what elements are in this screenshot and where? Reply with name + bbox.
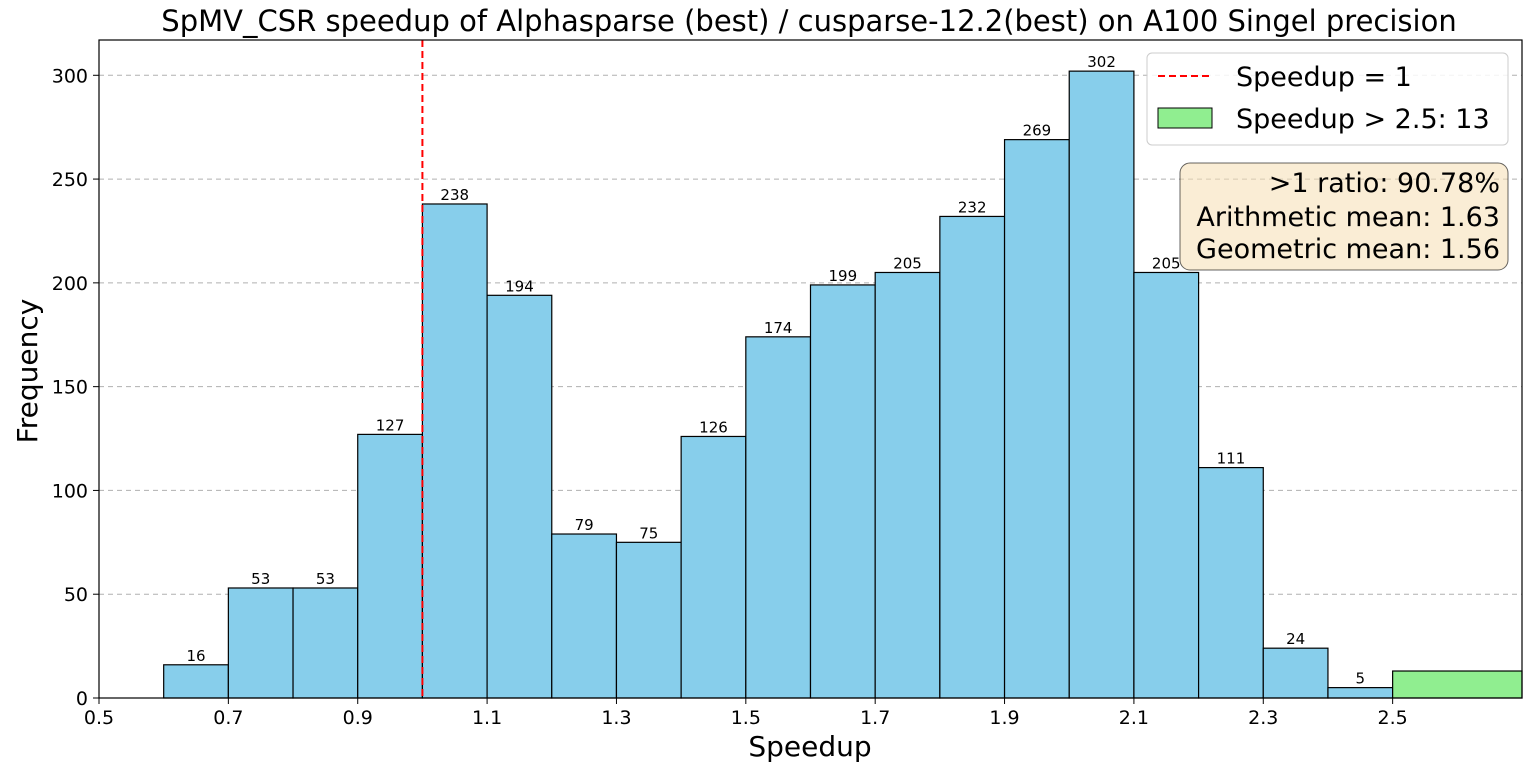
bar-12: [939, 215, 1006, 699]
bar-8: [680, 435, 747, 699]
legend-entry-overflow: Speedup > 2.5: 13: [1236, 104, 1490, 135]
bar-label-15: 205: [1152, 254, 1181, 272]
y-tick-label-2: 100: [52, 480, 88, 502]
plot-frame: [98, 39, 1523, 699]
bar-label-8: 126: [699, 418, 728, 436]
bar-label-7: 75: [639, 524, 658, 542]
y-axis-ticks: 0 50 100 150 200 250 300: [52, 65, 99, 710]
legend-overflow-swatch: [1157, 107, 1213, 129]
bar-18: [1327, 687, 1394, 699]
bar-label-11: 205: [893, 254, 922, 272]
bar-label-13: 269: [1023, 122, 1052, 140]
x-tick-label-7: 1.9: [989, 707, 1019, 729]
bar-9: [745, 336, 812, 699]
stats-box-background: [1179, 162, 1509, 271]
y-tick-label-6: 300: [52, 65, 88, 87]
bar-label-18: 5: [1356, 670, 1366, 688]
x-tick-label-5: 1.5: [731, 707, 761, 729]
bar-label-2: 53: [316, 570, 335, 588]
stats-ratio: >1 ratio: 90.78%: [1252, 168, 1500, 199]
bar-4: [421, 203, 488, 699]
x-tick-label-0: 0.5: [84, 707, 114, 729]
chart-title: SpMV_CSR speedup of Alphasparse (best) /…: [161, 4, 1456, 38]
stats-box: >1 ratio: 90.78% Arithmetic mean: 1.63 G…: [1179, 162, 1509, 271]
bar-1: [227, 587, 294, 699]
stats-arithmetic-mean: Arithmetic mean: 1.63: [1196, 202, 1500, 233]
y-tick-label-1: 50: [64, 584, 88, 606]
x-tick-label-3: 1.1: [472, 707, 502, 729]
bar-13: [1003, 139, 1070, 699]
bar-17: [1262, 647, 1329, 699]
legend: Speedup = 1 Speedup > 2.5: 13: [1146, 52, 1509, 146]
bar-label-6: 79: [575, 516, 594, 534]
bar-label-0: 16: [186, 647, 205, 665]
bar-2: [292, 587, 359, 699]
x-tick-label-9: 2.3: [1248, 707, 1278, 729]
x-tick-label-2: 0.9: [343, 707, 373, 729]
y-tick-label-5: 250: [52, 169, 88, 191]
y-tick-label-4: 200: [52, 273, 88, 295]
y-axis-label: Frequency: [11, 299, 44, 444]
bar-label-4: 238: [440, 186, 469, 204]
bar-label-14: 302: [1087, 53, 1116, 71]
x-tick-label-4: 1.3: [601, 707, 631, 729]
bar-label-9: 174: [764, 319, 793, 337]
y-tick-label-0: 0: [76, 688, 88, 710]
y-tick-label-3: 150: [52, 377, 88, 399]
bar-label-16: 111: [1217, 450, 1246, 468]
bar-label-1: 53: [251, 570, 270, 588]
bar-5: [486, 294, 553, 699]
stats-geometric-mean: Geometric mean: 1.56: [1196, 234, 1500, 265]
x-axis-label: Speedup: [748, 730, 871, 763]
bar-label-3: 127: [376, 416, 405, 434]
x-tick-label-1: 0.7: [213, 707, 243, 729]
bar-label-10: 199: [829, 267, 858, 285]
legend-box: [1146, 52, 1509, 146]
histogram-bars: 16 53 53 127 238 194 79 75 126 174 199 205 232 269 302…: [163, 53, 1523, 699]
overflow-bar: [1392, 670, 1523, 699]
x-tick-label-8: 2.1: [1119, 707, 1149, 729]
bar-16: [1197, 466, 1264, 699]
x-tick-label-10: 2.5: [1378, 707, 1408, 729]
bar-11: [874, 271, 941, 699]
bar-label-17: 24: [1286, 630, 1305, 648]
bar-3: [357, 433, 424, 699]
x-axis-ticks: 0.5 0.7 0.9 1.1 1.3 1.5 1.7 1.9 2.1 2.3 2.5: [84, 698, 1408, 729]
bar-10: [809, 284, 876, 699]
bar-0: [163, 664, 229, 699]
bar-label-5: 194: [505, 277, 534, 295]
x-tick-label-6: 1.7: [860, 707, 890, 729]
legend-entry-reference: Speedup = 1: [1236, 62, 1412, 93]
bar-label-12: 232: [958, 198, 987, 216]
bar-14: [1068, 70, 1135, 699]
bar-7: [615, 541, 682, 699]
bar-15: [1133, 271, 1200, 699]
bar-6: [551, 533, 618, 699]
